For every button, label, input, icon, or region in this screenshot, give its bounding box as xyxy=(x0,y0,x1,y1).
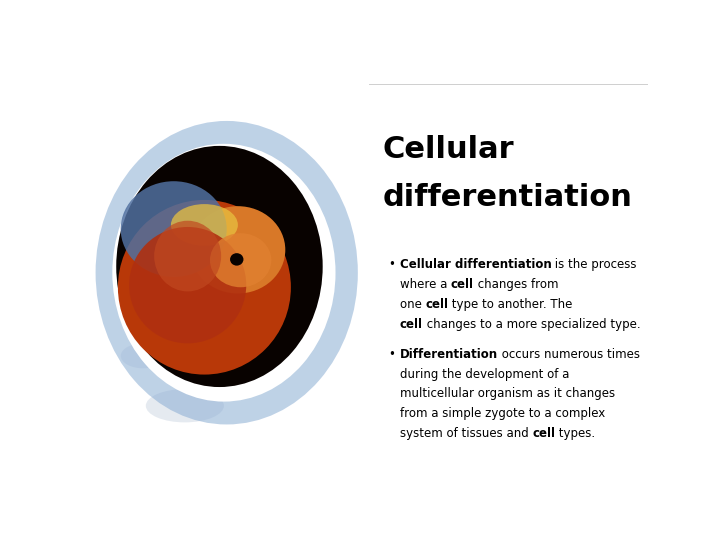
Text: •: • xyxy=(389,348,395,361)
Ellipse shape xyxy=(129,227,246,343)
Text: where a: where a xyxy=(400,278,451,291)
Text: multicellular organism as it changes: multicellular organism as it changes xyxy=(400,388,615,401)
Ellipse shape xyxy=(171,204,238,246)
Ellipse shape xyxy=(210,233,271,287)
Ellipse shape xyxy=(118,200,291,375)
Text: differentiation: differentiation xyxy=(383,183,633,212)
Ellipse shape xyxy=(121,181,227,277)
Text: Cellular differentiation: Cellular differentiation xyxy=(400,258,552,271)
Ellipse shape xyxy=(121,343,166,368)
Text: type to another. The: type to another. The xyxy=(449,298,572,311)
Text: is the process: is the process xyxy=(552,258,637,271)
Text: types.: types. xyxy=(555,427,595,441)
Text: Differentiation: Differentiation xyxy=(400,348,498,361)
Text: during the development of a: during the development of a xyxy=(400,368,569,381)
Text: cell: cell xyxy=(400,318,423,331)
Ellipse shape xyxy=(230,319,291,352)
Text: occurs numerous times: occurs numerous times xyxy=(498,348,640,361)
Text: changes from: changes from xyxy=(474,278,558,291)
Ellipse shape xyxy=(154,221,221,292)
Text: changes to a more specialized type.: changes to a more specialized type. xyxy=(423,318,640,331)
Text: Cellular: Cellular xyxy=(383,136,515,165)
Text: cell: cell xyxy=(426,298,449,311)
Ellipse shape xyxy=(190,206,285,293)
Text: from a simple zygote to a complex: from a simple zygote to a complex xyxy=(400,407,605,421)
Text: one: one xyxy=(400,298,426,311)
Text: system of tissues and: system of tissues and xyxy=(400,427,532,441)
Text: •: • xyxy=(389,258,395,271)
Text: cell: cell xyxy=(451,278,474,291)
Ellipse shape xyxy=(116,146,323,387)
Ellipse shape xyxy=(96,121,358,424)
Text: cell: cell xyxy=(532,427,555,441)
Ellipse shape xyxy=(145,389,224,422)
Ellipse shape xyxy=(112,144,336,402)
Ellipse shape xyxy=(230,253,243,266)
